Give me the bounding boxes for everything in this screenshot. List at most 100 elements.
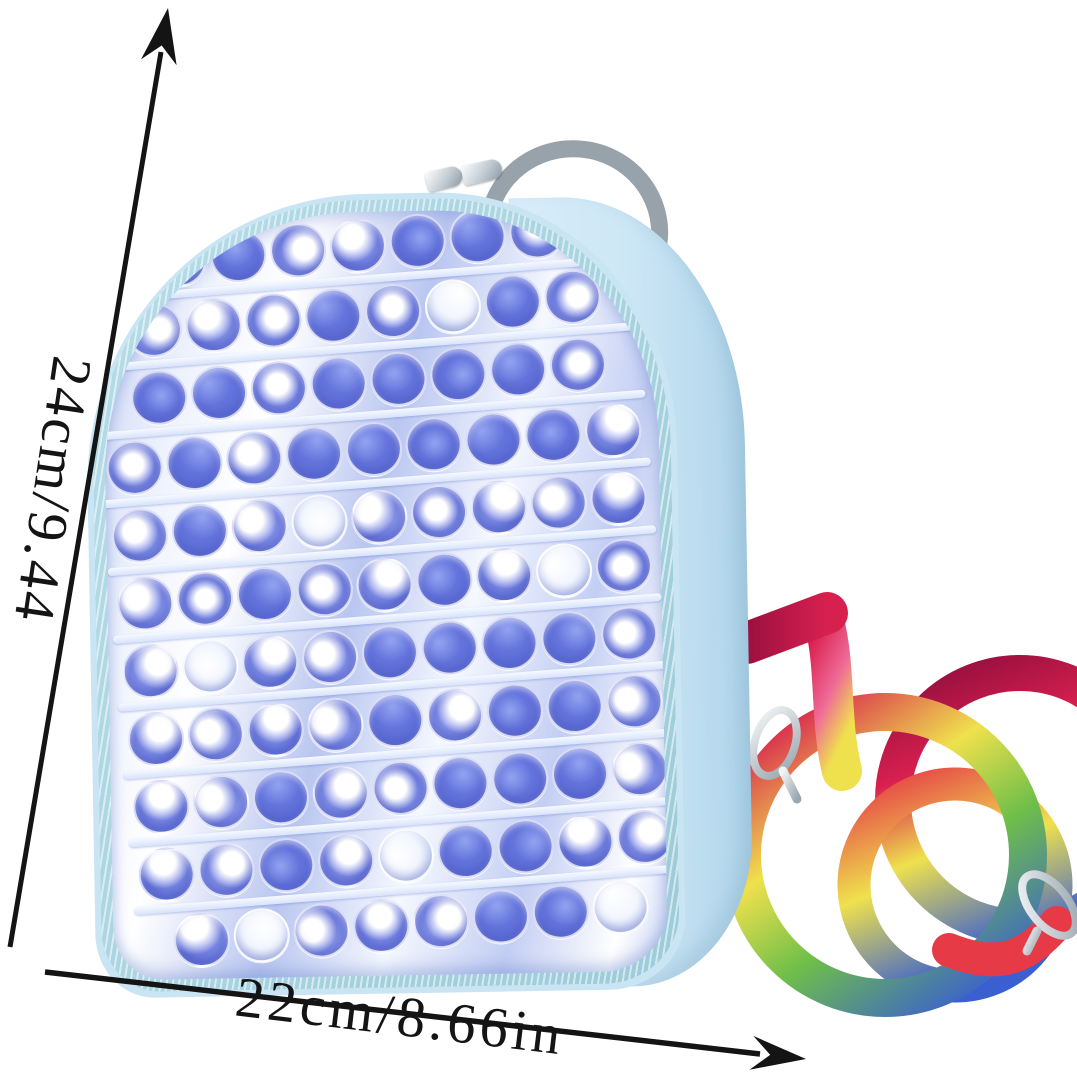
popit-bubble	[488, 340, 549, 399]
popit-bubble	[169, 501, 230, 561]
popit-bubble	[120, 642, 181, 701]
popit-bubble	[468, 478, 529, 537]
popit-bubble	[240, 632, 301, 691]
popit-bubble	[375, 826, 436, 885]
popit-bubble	[428, 345, 489, 404]
popit-bubble	[368, 349, 429, 408]
popit-bubble	[354, 555, 415, 614]
popit-bubble	[208, 225, 269, 285]
popit-bubble	[291, 901, 352, 960]
popit-bubble	[256, 836, 317, 895]
popit-bubble	[604, 672, 665, 731]
popit-bubble	[409, 482, 470, 542]
popit-bubble	[430, 754, 491, 813]
carabiner-clip-right	[1018, 870, 1077, 956]
popit-bubble	[411, 892, 472, 951]
popit-bubble	[470, 887, 532, 946]
popit-bubble	[351, 896, 412, 955]
popit-bubble	[294, 560, 355, 619]
popit-bubble	[284, 424, 345, 483]
popit-bubble	[180, 637, 241, 696]
popit-bubble	[104, 438, 165, 497]
popit-bubble	[245, 700, 306, 759]
popit-bubble	[308, 354, 369, 413]
popit-bubble	[224, 429, 285, 488]
popit-bubble	[414, 550, 475, 609]
popit-bubble	[490, 749, 551, 808]
popit-bubble	[463, 410, 524, 469]
popit-bubble	[528, 473, 589, 532]
popit-bubble	[447, 207, 508, 266]
popit-bubble	[115, 574, 176, 633]
popit-bubble	[539, 609, 600, 668]
popit-bubble	[593, 536, 654, 595]
popit-bubble	[542, 267, 603, 327]
popit-bubble	[125, 709, 187, 769]
popit-bubble	[234, 564, 296, 624]
popit-bubble	[289, 492, 350, 551]
popit-bubble	[123, 300, 184, 359]
popit-bubble	[583, 401, 644, 460]
popit-bubble	[544, 676, 605, 736]
popit-bubble	[248, 359, 309, 418]
popit-bubble	[303, 286, 364, 345]
strap-hanging-band	[803, 597, 862, 791]
carabiner-clip-left	[749, 706, 802, 804]
strap-coil	[723, 592, 1077, 1017]
popit-bubble	[305, 695, 366, 754]
popit-backpack	[78, 139, 758, 999]
popit-bubble	[189, 363, 250, 423]
popit-bubble	[316, 831, 377, 890]
popit-bubble	[243, 291, 304, 350]
popit-front-panel	[100, 206, 669, 981]
popit-bubble	[191, 772, 252, 832]
popit-bubble	[482, 272, 543, 331]
popit-bubble	[588, 468, 649, 528]
popit-bubble	[387, 211, 448, 271]
popit-bubble	[349, 487, 410, 546]
popit-bubble	[363, 281, 424, 341]
popit-bubble	[231, 906, 292, 965]
popit-bubble	[422, 277, 484, 336]
popit-bubble	[250, 768, 312, 827]
strap-top-band	[726, 592, 848, 664]
popit-bubble	[530, 882, 591, 941]
popit-bubble	[310, 763, 371, 822]
popit-bubble	[131, 777, 192, 836]
popit-bubble	[474, 546, 535, 605]
popit-bubble	[300, 627, 361, 687]
popit-bubble	[615, 807, 669, 867]
popit-bubble	[129, 368, 190, 427]
popit-bubble	[534, 541, 595, 600]
popit-bubble	[507, 206, 568, 261]
popit-bubble	[185, 705, 246, 764]
popit-bubble	[555, 812, 616, 871]
popit-bubble	[109, 506, 171, 565]
popit-bubble	[435, 821, 496, 881]
popit-bubble	[495, 817, 556, 876]
popit-bubble	[268, 221, 329, 280]
popit-bubble-grid	[100, 206, 669, 974]
popit-bubble	[327, 216, 388, 275]
popit-bubble	[403, 415, 464, 474]
popit-bubble	[136, 845, 197, 904]
popit-bubble	[523, 405, 584, 464]
popit-bubble	[183, 296, 244, 355]
popit-bubble	[590, 877, 651, 937]
zipper-pull	[424, 164, 465, 193]
popit-bubble	[479, 613, 540, 673]
popit-bubble	[196, 840, 257, 899]
popit-bubble	[164, 433, 225, 493]
popit-bubble	[370, 758, 431, 818]
popit-bubble	[599, 604, 660, 663]
popit-bubble	[484, 681, 545, 740]
popit-bubble	[547, 335, 608, 394]
popit-bubble	[359, 623, 420, 682]
popit-bubble	[229, 497, 290, 556]
popit-bubble	[365, 691, 426, 750]
popit-bubble	[148, 230, 209, 289]
popit-bubble	[175, 569, 236, 628]
popit-bubble	[343, 419, 404, 479]
popit-bubble	[425, 686, 486, 745]
